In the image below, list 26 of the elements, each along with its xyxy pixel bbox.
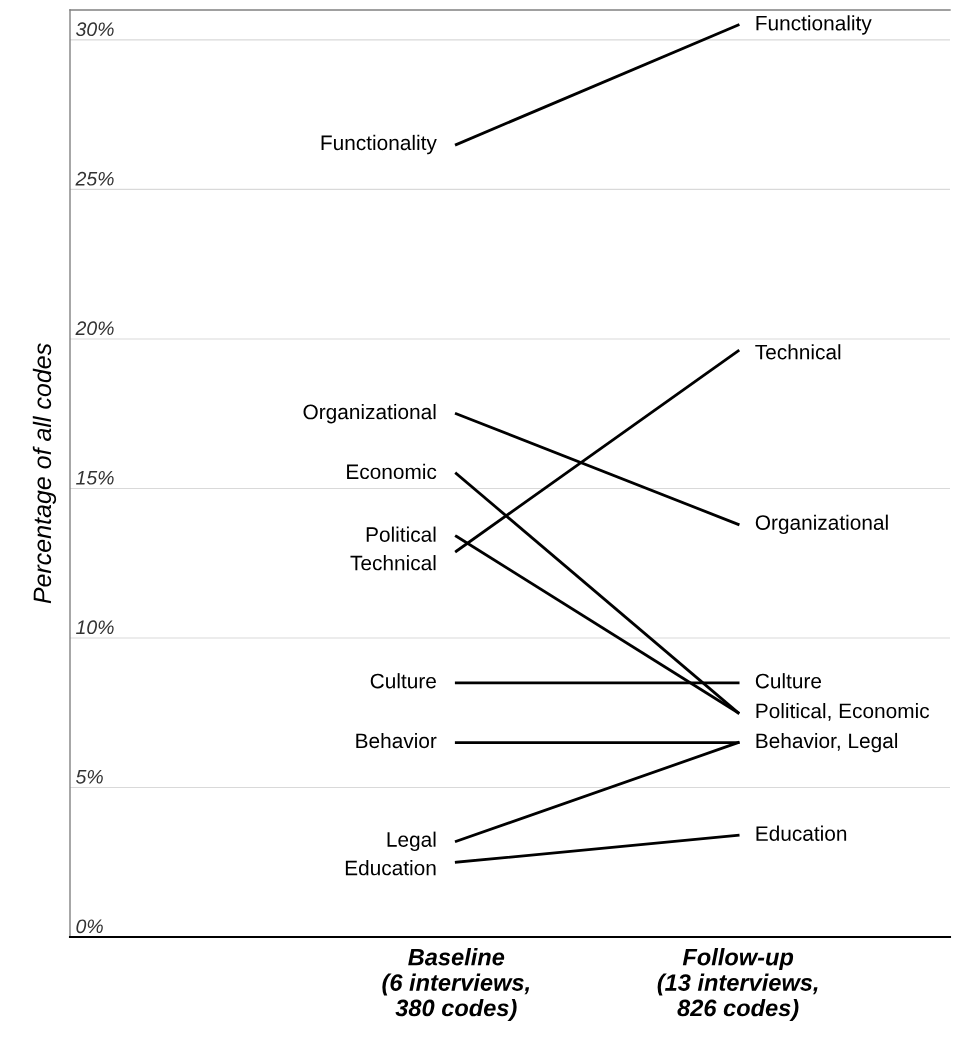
y-tick-label: 30% (76, 22, 114, 37)
y-tick-label: 0% (76, 919, 103, 934)
annotation: Functionality (756, 15, 872, 35)
annotation: Education (756, 825, 847, 841)
annotation: Culture (370, 673, 436, 689)
annotation: Organizational (303, 403, 436, 424)
annotation: Organizational (755, 514, 888, 535)
x-tick-label: Follow-up (13 interviews, 826 codes) (657, 948, 818, 1021)
annotation: Culture (755, 673, 822, 689)
y-tick-label: 20% (75, 321, 114, 336)
annotation: Legal (387, 831, 436, 852)
y-tick-label: 25% (75, 171, 114, 186)
x-tick-label: Baseline (6 interviews, 380 codes) (382, 948, 530, 1021)
annotation: Political (366, 526, 436, 542)
annotation: Functionality (321, 134, 437, 155)
annotation: Behavior (356, 732, 437, 749)
annotation: Technical (755, 344, 841, 360)
y-tick-label: 10% (76, 620, 114, 635)
annotation: Behavior, Legal (756, 732, 898, 753)
annotation: Economic (347, 463, 437, 480)
annotation: Political, Economic (756, 703, 930, 721)
annotation: Education (345, 860, 436, 876)
y-tick-label: 15% (76, 470, 114, 485)
y-axis-title: Percentage of all codes (32, 343, 57, 604)
annotation: Technical (350, 555, 436, 571)
y-tick-label: 5% (75, 769, 103, 784)
